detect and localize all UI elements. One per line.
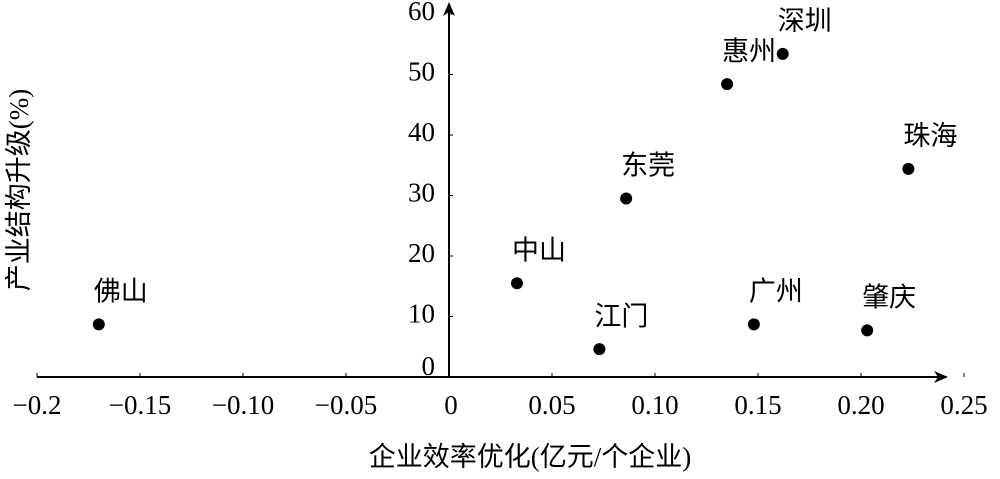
- x-tick-label: −0.15: [109, 390, 171, 420]
- x-tick-label: −0.05: [315, 390, 377, 420]
- point: [747, 318, 760, 331]
- point: [593, 343, 606, 356]
- point-label: 佛山: [94, 277, 148, 307]
- x-tick-label: 0.10: [631, 390, 678, 420]
- point: [620, 192, 633, 205]
- point-label: 肇庆: [862, 283, 916, 313]
- y-tick-label: 50: [408, 57, 435, 87]
- point-label: 深圳: [778, 6, 832, 36]
- x-tick-label: 0.05: [528, 390, 575, 420]
- x-tick-label: −0.10: [212, 390, 274, 420]
- point-label: 广州: [749, 277, 803, 307]
- point: [776, 47, 789, 60]
- point-label: 中山: [512, 235, 566, 265]
- y-tick-label: 20: [408, 238, 435, 268]
- point: [510, 277, 523, 290]
- x-tick-label: 0.25: [940, 390, 987, 420]
- x-tick-label: 0.20: [837, 390, 884, 420]
- point: [902, 162, 915, 175]
- y-tick-label: 60: [408, 0, 435, 26]
- y-tick-label: 30: [408, 178, 435, 208]
- point: [861, 324, 874, 337]
- point: [92, 318, 105, 331]
- y-tick-label: 10: [408, 299, 435, 329]
- point-label: 东莞: [621, 151, 675, 181]
- x-tick-label: 0: [444, 390, 458, 420]
- point-label: 江门: [594, 301, 648, 331]
- y-axis-label: 产业结构升级(%): [4, 89, 34, 291]
- x-tick-label: −0.2: [13, 390, 62, 420]
- point: [721, 78, 734, 91]
- y-tick-label: 0: [422, 351, 436, 381]
- x-tick-label: 0.15: [734, 390, 781, 420]
- y-tick-label: 40: [408, 117, 435, 147]
- x-axis-label: 企业效率优化(亿元/个企业): [369, 442, 691, 472]
- point-label: 珠海: [903, 121, 957, 151]
- point-label: 惠州: [722, 36, 776, 66]
